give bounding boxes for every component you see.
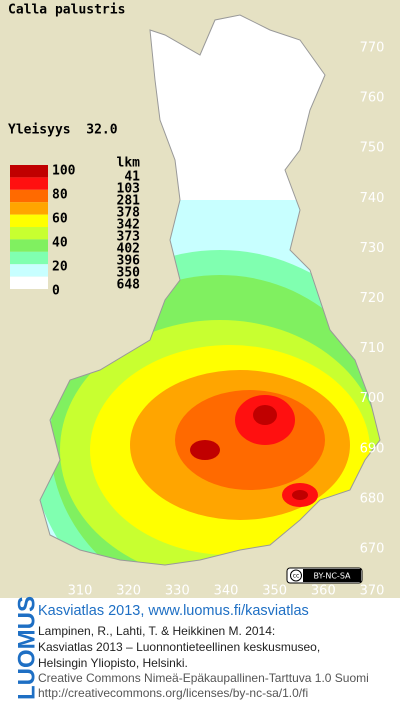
- legend-count: 396: [117, 254, 141, 269]
- east-coordinate: 360: [311, 584, 336, 599]
- legend-swatch: [10, 276, 48, 289]
- legend-count: 342: [117, 218, 140, 233]
- north-coordinate: 670: [360, 542, 385, 557]
- legend-count: 350: [117, 266, 141, 281]
- headline: Kasviatlas 2013, www.luomus.fi/kasviatla…: [38, 603, 309, 619]
- license-line: Creative Commons Nimeä-Epäkaupallinen-Ta…: [38, 671, 369, 685]
- border: [39, 14, 381, 566]
- legend-scale-label: 40: [52, 236, 68, 251]
- legend-scale-label: 100: [52, 164, 76, 179]
- citation-line: Lampinen, R., Lahti, T. & Heikkinen M. 2…: [38, 624, 275, 638]
- east-coordinate: 320: [116, 584, 141, 599]
- north-coordinate: 760: [360, 91, 385, 106]
- north-coordinate: 690: [360, 441, 385, 456]
- north-coordinate: 740: [360, 191, 385, 206]
- legend-scale-label: 80: [52, 188, 68, 203]
- legend-count: 103: [117, 182, 140, 197]
- legend-swatch: [10, 227, 48, 240]
- legend-count: 402: [117, 242, 140, 257]
- cc-icon-text: cc: [293, 573, 300, 580]
- north-coordinate: 710: [360, 341, 385, 356]
- legend-swatch: [10, 177, 48, 190]
- brand: LUOMUS: [13, 596, 40, 700]
- citation-line: Helsingin Yliopisto, Helsinki.: [38, 656, 188, 670]
- east-coordinate: 310: [68, 584, 93, 599]
- north-coordinate: 680: [360, 491, 385, 506]
- license-line: http://creativecommons.org/licenses/by-n…: [38, 686, 308, 700]
- species-title: Calla palustris: [8, 3, 125, 18]
- legend-count: 41: [124, 170, 140, 185]
- legend-count: 373: [117, 230, 140, 245]
- legend-swatch: [10, 214, 48, 227]
- legend-swatch: [10, 239, 48, 252]
- legend-header: lkm: [117, 156, 141, 171]
- frequency: Yleisyys 32.0: [8, 123, 118, 138]
- legend-scale-label: 0: [52, 284, 60, 299]
- legend-count: 378: [117, 206, 141, 221]
- legend-count: 281: [117, 194, 141, 209]
- cc-badge-dark: [303, 569, 361, 582]
- north-coordinate: 750: [360, 141, 385, 156]
- east-coordinate: 350: [262, 584, 287, 599]
- footer-background: [0, 598, 400, 702]
- east-coordinate: 330: [165, 584, 190, 599]
- east-coordinate: 340: [214, 584, 239, 599]
- north-coordinate: 730: [360, 241, 385, 256]
- north-coordinate: 770: [360, 41, 385, 56]
- legend-swatch: [10, 251, 48, 265]
- cc-icon: [290, 569, 302, 582]
- cc-badge-text: BY-NC-SA: [313, 572, 351, 581]
- legend-count: 648: [117, 278, 141, 293]
- legend-swatch: [10, 264, 48, 277]
- north-coordinate: 720: [360, 291, 385, 306]
- legend-swatch: [10, 165, 48, 178]
- north-coordinate: 700: [360, 391, 385, 406]
- legend-scale-label: 60: [52, 212, 68, 227]
- legend-scale-label: 20: [52, 260, 68, 275]
- east-coordinate: 370: [360, 584, 385, 599]
- citation-line: Kasviatlas 2013 – Luonnontieteellinen ke…: [38, 640, 320, 654]
- legend-swatch: [10, 202, 48, 215]
- legend-swatch: [10, 189, 48, 203]
